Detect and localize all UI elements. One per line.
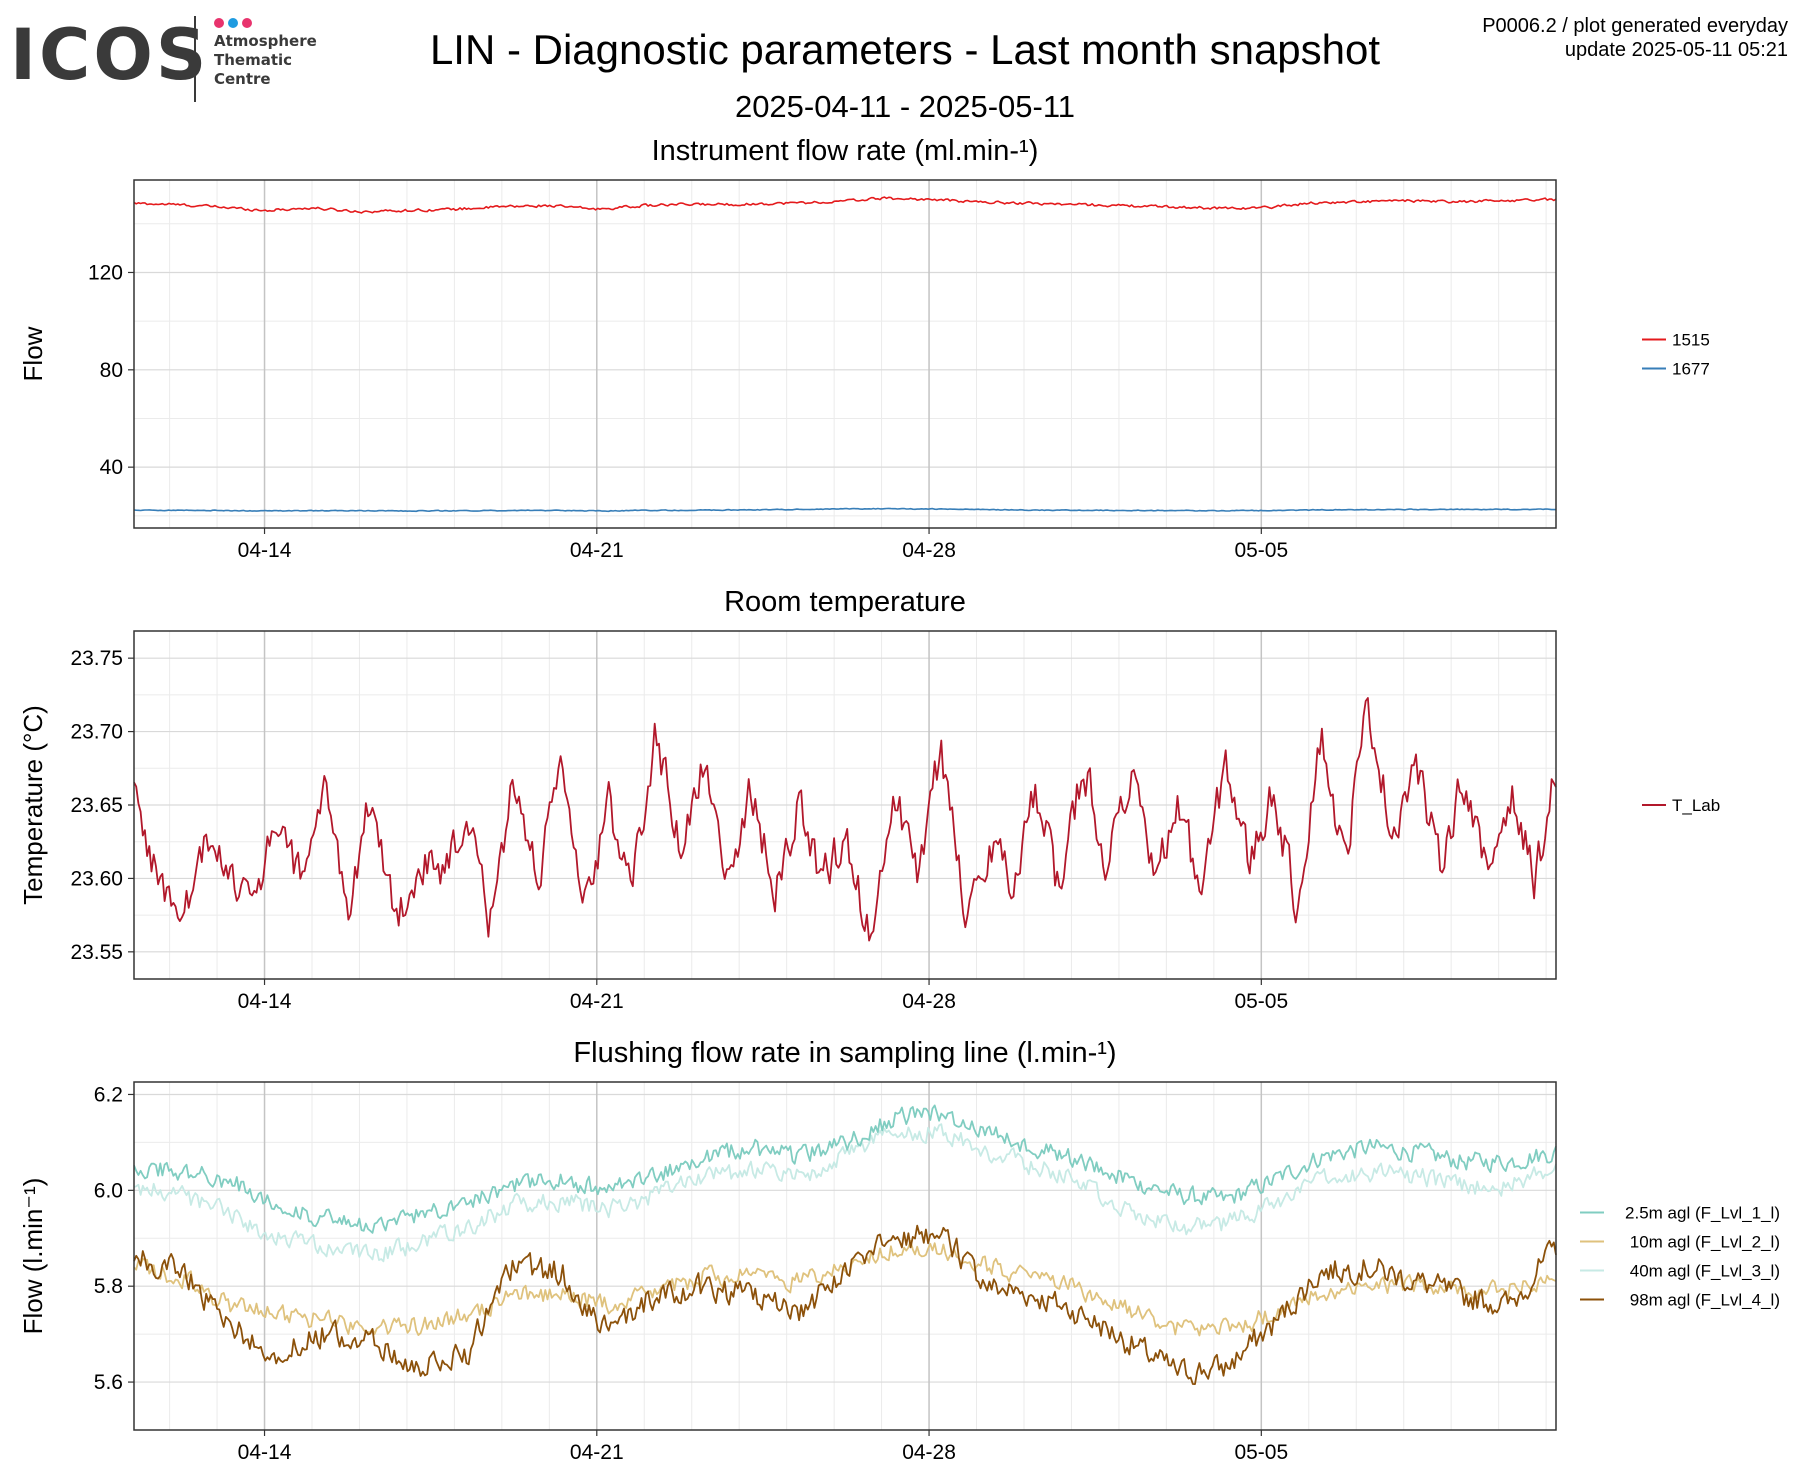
room-temperature-xtick-label: 04-14 [238, 990, 292, 1013]
room-temperature-ytick-label: 23.55 [70, 941, 123, 964]
instrument-flow-plot-border [133, 179, 1557, 529]
flushing-flow-legend: 2.5m agl (F_Lvl_1_l) 10m agl (F_Lvl_2_l) 4… [1580, 1204, 1780, 1310]
logo-line-1: Atmosphere [214, 32, 317, 50]
instrument-flow-grid [134, 180, 1556, 528]
flushing-flow-ytick-label: 6.0 [94, 1179, 123, 1202]
legend-label-40m-agl-f-lvl-3-l: 40m agl (F_Lvl_3_l) [1630, 1262, 1780, 1281]
room-temperature-legend: T_Lab [1642, 796, 1720, 815]
room-temperature-series [133, 697, 1557, 942]
instrument-flow-ytick-label: 120 [88, 261, 123, 284]
logo-dot-2 [228, 18, 238, 28]
instrument-flow-chart: Instrument flow rate (ml.min-¹) Flow 40 80 1… [18, 135, 1710, 562]
instrument-flow-series [133, 196, 1557, 513]
room-temperature-ytick-label: 23.75 [70, 647, 123, 670]
instrument-flow-ylabel: Flow [18, 326, 48, 381]
logo-dot-3 [242, 18, 252, 28]
logo-dot-1 [214, 18, 224, 28]
legend-label-1515: 1515 [1672, 331, 1710, 350]
legend-label-98m-agl-f-lvl-4-l: 98m agl (F_Lvl_4_l) [1630, 1291, 1780, 1310]
generation-info: P0006.2 / plot generated everyday update… [1482, 14, 1788, 62]
legend-label-2-5m-agl-f-lvl-1-l: 2.5m agl (F_Lvl_1_l) [1625, 1204, 1780, 1223]
series-line-1515 [133, 196, 1557, 214]
logo-line-3: Centre [214, 70, 271, 88]
instrument-flow-xtick-label: 04-28 [902, 539, 956, 562]
series-line-2-5m-agl-f-lvl-1-l [133, 1104, 1557, 1234]
flushing-flow-xtick-label: 05-05 [1234, 1441, 1288, 1464]
icos-logo: ICOS Atmosphere Thematic Centre [10, 14, 330, 106]
page-title-text: LIN - Diagnostic parameters - Last month… [429, 26, 1381, 73]
room-temperature-xtick-label: 04-21 [570, 990, 624, 1013]
series-line-40m-agl-f-lvl-3-l [133, 1123, 1557, 1263]
logo-line-2: Thematic [214, 51, 293, 69]
series-line-t-lab [133, 697, 1557, 942]
plot-id-text: P0006.2 / plot generated everyday [1482, 15, 1788, 37]
flushing-flow-xtick-label: 04-21 [570, 1441, 624, 1464]
flushing-flow-title: Flushing flow rate in sampling line (l.m… [573, 1037, 1116, 1069]
flushing-flow-ytick-label: 5.8 [94, 1275, 123, 1298]
instrument-flow-ytick-label: 40 [100, 456, 123, 479]
logo-wordmark: ICOS [10, 14, 210, 96]
room-temperature-title: Room temperature [724, 586, 966, 618]
logo-dots [214, 15, 256, 28]
flushing-flow-plot-border [133, 1081, 1557, 1431]
flushing-flow-ytick-label: 6.2 [94, 1083, 123, 1106]
room-temperature-xtick-label: 04-28 [902, 990, 956, 1013]
legend-label-1677: 1677 [1672, 360, 1710, 379]
instrument-flow-xtick-label: 04-21 [570, 539, 624, 562]
flushing-flow-ytick-label: 5.6 [94, 1371, 123, 1394]
instrument-flow-ytick-label: 80 [100, 359, 123, 382]
series-line-1677 [133, 507, 1556, 513]
flushing-flow-ylabel: Flow (l.min⁻¹) [18, 1178, 48, 1335]
room-temperature-ytick-label: 23.65 [70, 794, 123, 817]
instrument-flow-xtick-label: 04-14 [238, 539, 292, 562]
room-temperature-chart: Room temperature Temperature (°C) 23.55 23.… [18, 586, 1720, 1013]
page-title: LIN - Diagnostic parameters - Last month… [0, 24, 1800, 76]
room-temperature-ytick-label: 23.70 [70, 721, 123, 744]
legend-label-t-lab: T_Lab [1672, 796, 1720, 815]
flushing-flow-grid [134, 1082, 1556, 1431]
series-line-10m-agl-f-lvl-2-l [133, 1239, 1557, 1337]
room-temperature-ylabel: Temperature (°C) [18, 705, 48, 905]
room-temperature-xtick-label: 05-05 [1234, 990, 1288, 1013]
instrument-flow-xtick-label: 05-05 [1234, 539, 1288, 562]
logo-divider [194, 16, 196, 102]
legend-label-10m-agl-f-lvl-2-l: 10m agl (F_Lvl_2_l) [1630, 1233, 1780, 1252]
update-text: update 2025-05-11 05:21 [1564, 39, 1788, 61]
flushing-flow-chart: Flushing flow rate in sampling line (l.m… [18, 1037, 1780, 1464]
flushing-flow-series [133, 1104, 1557, 1386]
room-temperature-grid [134, 631, 1556, 979]
instrument-flow-legend: 1515 1677 [1642, 331, 1710, 379]
series-line-98m-agl-f-lvl-4-l [133, 1224, 1557, 1386]
page-subtitle-text: 2025-04-11 - 2025-05-11 [734, 89, 1076, 124]
room-temperature-ytick-label: 23.60 [70, 867, 123, 890]
page-subtitle: 2025-04-11 - 2025-05-11 [0, 88, 1800, 126]
logo-subtitle: Atmosphere Thematic Centre [214, 32, 317, 89]
flushing-flow-xtick-label: 04-28 [902, 1441, 956, 1464]
instrument-flow-title: Instrument flow rate (ml.min-¹) [652, 135, 1039, 167]
room-temperature-plot-border [133, 630, 1557, 980]
flushing-flow-xtick-label: 04-14 [238, 1441, 292, 1464]
